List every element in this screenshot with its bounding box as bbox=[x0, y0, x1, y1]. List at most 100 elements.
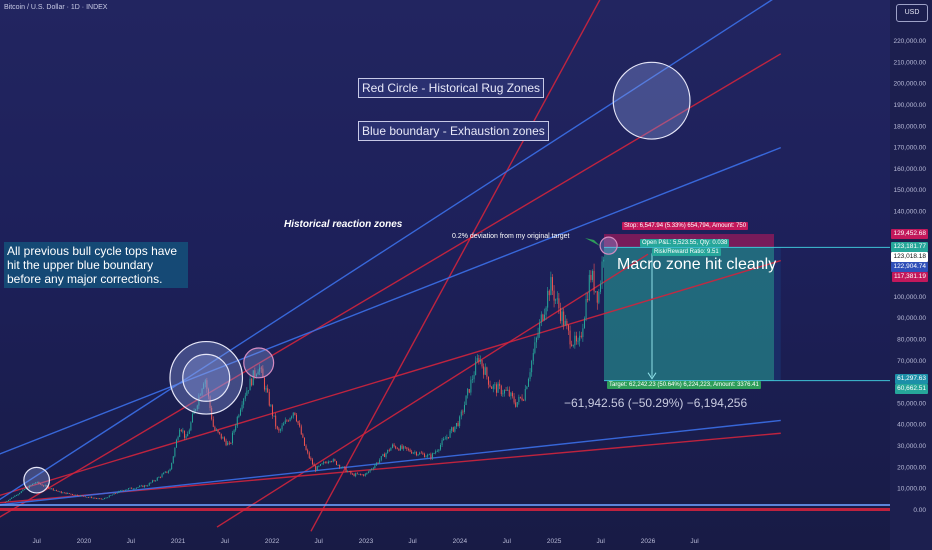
deviation-arrow bbox=[585, 238, 600, 246]
candle-body bbox=[51, 488, 53, 490]
macro-zone-label: Macro zone hit cleanly bbox=[617, 256, 777, 273]
candle-body bbox=[281, 425, 283, 430]
candle-body bbox=[551, 277, 553, 291]
candle-body bbox=[535, 337, 537, 343]
candle-body bbox=[203, 383, 205, 389]
candle-body bbox=[251, 378, 253, 386]
candle-body bbox=[473, 375, 475, 380]
candle-body bbox=[86, 496, 88, 498]
candle-body bbox=[196, 405, 198, 410]
candle-body bbox=[271, 405, 273, 416]
candle-body bbox=[19, 493, 21, 495]
x-tick-label: 2025 bbox=[547, 538, 562, 545]
candle-body bbox=[558, 298, 560, 309]
candle-body bbox=[580, 335, 582, 337]
candle-body bbox=[585, 299, 587, 319]
candle-body bbox=[446, 436, 448, 439]
candle-body bbox=[499, 383, 501, 386]
candle-body bbox=[214, 426, 216, 431]
candle-body bbox=[123, 490, 125, 492]
candle-body bbox=[543, 314, 545, 321]
candle-body bbox=[532, 352, 534, 361]
price-tag: 129,452.68 bbox=[891, 229, 928, 240]
zone-circle bbox=[23, 466, 51, 494]
candle-body bbox=[363, 474, 365, 476]
candle-body bbox=[460, 411, 462, 417]
candle-body bbox=[414, 452, 416, 453]
candle-body bbox=[247, 390, 249, 392]
candle-body bbox=[243, 398, 245, 405]
x-tick-label: Jul bbox=[33, 538, 42, 545]
candle-body bbox=[227, 442, 229, 446]
zone-circle bbox=[169, 340, 244, 415]
candle-body bbox=[31, 483, 33, 485]
candle-body bbox=[588, 274, 590, 301]
candle-body bbox=[417, 454, 419, 456]
candle-body bbox=[241, 404, 243, 410]
candle-body bbox=[148, 483, 150, 486]
candle-body bbox=[131, 487, 133, 489]
candle-body bbox=[252, 370, 254, 386]
candle-body bbox=[571, 344, 573, 347]
candle-body bbox=[115, 493, 117, 495]
candle-body bbox=[231, 432, 233, 444]
y-tick-label: 160,000.00 bbox=[893, 166, 926, 173]
candle-body bbox=[172, 456, 174, 463]
candle-body bbox=[483, 366, 485, 375]
candle-body bbox=[484, 367, 486, 375]
candle-body bbox=[36, 481, 38, 483]
candle-body bbox=[318, 465, 320, 467]
candle-body bbox=[268, 391, 270, 406]
candle-body bbox=[595, 291, 597, 292]
candle-body bbox=[190, 422, 192, 431]
candle-body bbox=[507, 389, 509, 391]
candle-body bbox=[433, 453, 435, 454]
candle-body bbox=[411, 451, 413, 454]
candle-body bbox=[199, 394, 201, 396]
candle-body bbox=[235, 426, 237, 431]
price-tag: 123,181.77 bbox=[891, 242, 928, 253]
candle-body bbox=[415, 452, 417, 456]
candle-body bbox=[502, 393, 504, 395]
candle-body bbox=[406, 447, 408, 450]
stop-label: Stop: 6,547.94 (5.33%) 654,794, Amount: … bbox=[622, 222, 749, 230]
candle-body bbox=[313, 464, 315, 467]
candle-body bbox=[510, 392, 512, 396]
currency-button[interactable]: USD bbox=[896, 4, 928, 22]
candle-body bbox=[444, 438, 446, 440]
candle-body bbox=[94, 497, 96, 499]
x-tick-label: Jul bbox=[690, 538, 699, 545]
candle-body bbox=[59, 491, 61, 493]
candle-body bbox=[135, 487, 137, 489]
candle-body bbox=[353, 473, 355, 477]
candle-body bbox=[195, 409, 197, 411]
candle-body bbox=[455, 423, 457, 427]
candle-body bbox=[270, 405, 272, 407]
candle-body bbox=[167, 471, 169, 473]
candle-body bbox=[422, 453, 424, 455]
candle-body bbox=[33, 483, 35, 485]
candle-body bbox=[582, 328, 584, 337]
candle-body bbox=[326, 462, 328, 464]
candle-body bbox=[471, 379, 473, 381]
candle-body bbox=[547, 290, 549, 308]
red-trendline bbox=[0, 259, 781, 497]
candle-body bbox=[222, 437, 224, 439]
candle-body bbox=[4, 501, 6, 503]
candle-body bbox=[427, 454, 429, 457]
candle-body bbox=[505, 390, 507, 391]
candle-body bbox=[151, 480, 153, 483]
price-tag: 61,297.63 bbox=[895, 374, 928, 385]
candle-body bbox=[351, 473, 353, 475]
y-tick-label: 50,000.00 bbox=[897, 400, 926, 407]
candle-body bbox=[583, 318, 585, 329]
candle-body bbox=[291, 416, 293, 418]
candle-body bbox=[7, 500, 9, 502]
candle-body bbox=[340, 467, 342, 469]
candle-body bbox=[116, 492, 118, 494]
candle-body bbox=[46, 485, 48, 487]
candle-body bbox=[297, 421, 299, 424]
y-tick-label: 140,000.00 bbox=[893, 209, 926, 216]
candle-body bbox=[319, 464, 321, 466]
candle-body bbox=[257, 371, 259, 375]
